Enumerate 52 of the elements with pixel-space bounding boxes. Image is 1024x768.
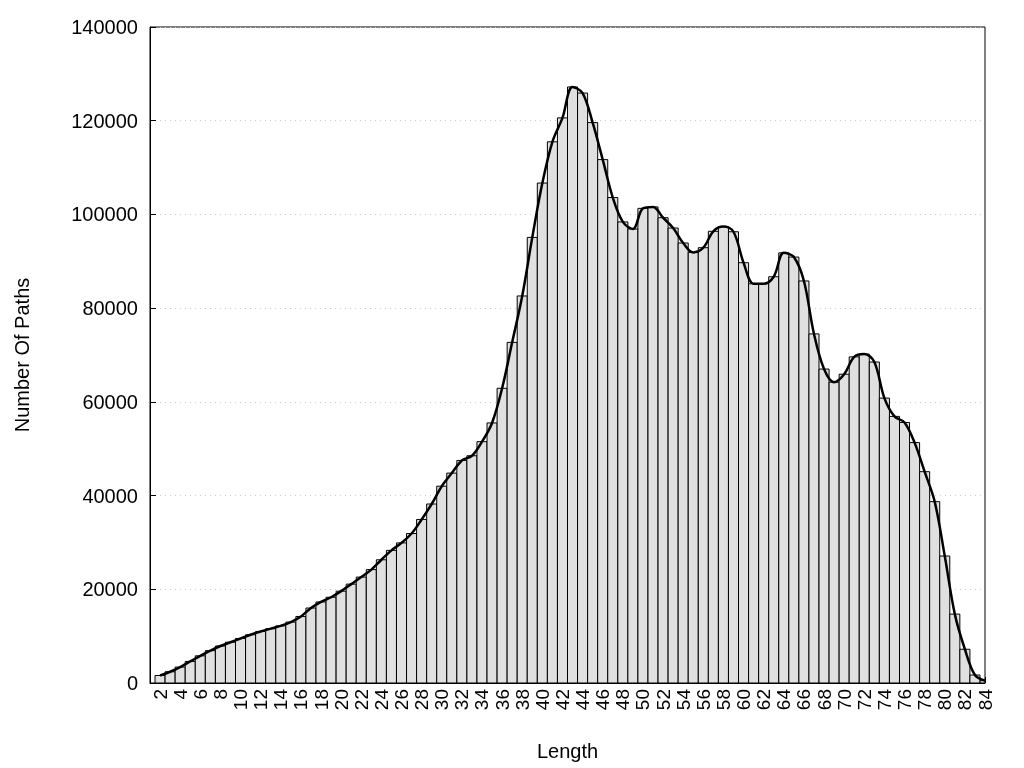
x-tick-label: 58 — [712, 689, 734, 711]
x-tick-label: 76 — [894, 689, 916, 711]
y-tick-label: 0 — [126, 672, 138, 694]
x-tick-label: 10 — [230, 689, 252, 711]
y-axis-title: Number Of Paths — [11, 277, 33, 433]
x-tick-label: 50 — [632, 689, 654, 711]
x-tick-label: 48 — [612, 689, 634, 711]
x-tick-label: 66 — [793, 689, 815, 711]
x-tick-label: 82 — [954, 689, 976, 711]
x-tick-label: 12 — [250, 689, 272, 711]
x-tick-label: 78 — [914, 689, 936, 711]
x-tick-label: 26 — [391, 689, 413, 711]
x-tick-label: 46 — [592, 689, 614, 711]
x-tick-label: 38 — [511, 689, 533, 711]
x-tick-label: 16 — [290, 689, 312, 711]
x-tick-label: 40 — [531, 689, 553, 711]
x-tick-label: 70 — [833, 689, 855, 711]
x-tick-label: 36 — [491, 689, 513, 711]
x-tick-label: 64 — [773, 688, 795, 711]
x-tick-label: 2 — [149, 689, 171, 700]
x-tick-label: 20 — [330, 689, 352, 711]
x-tick-label: 34 — [471, 688, 493, 711]
x-tick-label: 4 — [169, 688, 191, 700]
x-tick-label: 32 — [451, 689, 473, 711]
x-tick-label: 52 — [652, 689, 674, 711]
x-tick-label: 28 — [411, 689, 433, 711]
y-tick-label: 140000 — [71, 16, 138, 38]
x-tick-label: 56 — [692, 689, 714, 711]
y-tick-label: 120000 — [71, 109, 138, 132]
x-tick-label: 18 — [310, 689, 332, 711]
y-tick-label: 60000 — [82, 390, 138, 413]
x-tick-label: 14 — [270, 688, 292, 711]
x-tick-label: 60 — [733, 689, 755, 711]
x-tick-label: 30 — [431, 689, 453, 711]
y-tick-label: 20000 — [82, 578, 138, 601]
x-tick-label: 44 — [572, 688, 594, 711]
x-tick-label: 6 — [189, 689, 211, 700]
x-tick-label: 72 — [853, 689, 875, 711]
x-tick-label: 84 — [974, 688, 996, 711]
x-tick-label: 74 — [873, 688, 895, 711]
x-tick-label: 22 — [350, 689, 372, 711]
x-tick-label: 8 — [209, 689, 231, 700]
x-tick-label: 68 — [813, 689, 835, 711]
y-tick-label: 40000 — [82, 484, 138, 507]
y-tick-label: 100000 — [71, 203, 138, 226]
x-tick-label: 80 — [934, 689, 956, 711]
x-tick-label: 62 — [753, 689, 775, 711]
x-axis-title: Length — [536, 740, 599, 762]
y-tick-label: 80000 — [82, 297, 138, 320]
x-tick-label: 42 — [551, 689, 573, 711]
x-tick-label: 54 — [672, 688, 694, 711]
x-tick-label: 24 — [370, 688, 392, 711]
